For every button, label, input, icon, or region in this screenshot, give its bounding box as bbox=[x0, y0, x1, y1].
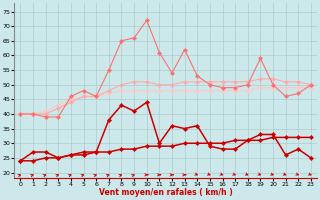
X-axis label: Vent moyen/en rafales ( km/h ): Vent moyen/en rafales ( km/h ) bbox=[99, 188, 233, 197]
